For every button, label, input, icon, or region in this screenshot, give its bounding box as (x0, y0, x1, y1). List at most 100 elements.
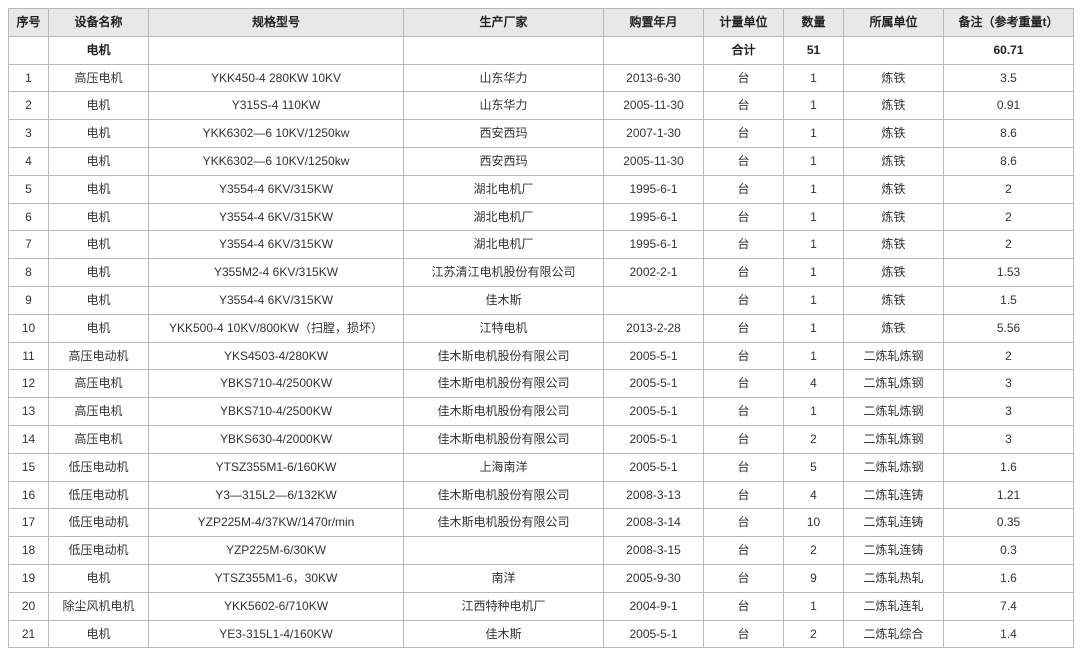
cell-name: 电机 (49, 92, 149, 120)
cell-idx: 14 (9, 425, 49, 453)
col-header-maker: 生产厂家 (404, 9, 604, 37)
cell-idx: 19 (9, 564, 49, 592)
cell-dept: 炼铁 (844, 175, 944, 203)
cell-spec: YKK5602-6/710KW (149, 592, 404, 620)
cell-spec: YBKS630-4/2000KW (149, 425, 404, 453)
cell-maker: 西安西玛 (404, 147, 604, 175)
cell-unit: 台 (704, 481, 784, 509)
cell-date: 2002-2-1 (604, 259, 704, 287)
cell-wt: 3.5 (944, 64, 1074, 92)
cell-idx: 18 (9, 537, 49, 565)
cell-dept: 二炼轧炼钢 (844, 425, 944, 453)
summary-wt: 60.71 (944, 36, 1074, 64)
cell-wt: 1.5 (944, 286, 1074, 314)
cell-wt: 1.53 (944, 259, 1074, 287)
cell-unit: 台 (704, 231, 784, 259)
table-row: 16低压电动机Y3—315L2—6/132KW佳木斯电机股份有限公司2008-3… (9, 481, 1074, 509)
table-row: 2电机Y315S-4 110KW山东华力2005-11-30台1炼铁0.91 (9, 92, 1074, 120)
summary-name: 电机 (49, 36, 149, 64)
summary-maker (404, 36, 604, 64)
cell-wt: 2 (944, 203, 1074, 231)
cell-qty: 4 (784, 370, 844, 398)
cell-dept: 二炼轧连铸 (844, 481, 944, 509)
cell-idx: 20 (9, 592, 49, 620)
summary-qty: 51 (784, 36, 844, 64)
table-row: 21电机YE3-315L1-4/160KW佳木斯2005-5-1台2二炼轧综合1… (9, 620, 1074, 648)
cell-maker: 佳木斯 (404, 286, 604, 314)
col-header-wt: 备注（参考重量t） (944, 9, 1074, 37)
cell-qty: 1 (784, 92, 844, 120)
cell-wt: 0.91 (944, 92, 1074, 120)
cell-maker: 江苏清江电机股份有限公司 (404, 259, 604, 287)
table-row: 9电机Y3554-4 6KV/315KW佳木斯台1炼铁1.5 (9, 286, 1074, 314)
cell-wt: 1.6 (944, 453, 1074, 481)
cell-spec: YKK6302—6 10KV/1250kw (149, 147, 404, 175)
cell-unit: 台 (704, 398, 784, 426)
cell-name: 电机 (49, 231, 149, 259)
cell-unit: 台 (704, 620, 784, 648)
table-header: 序号 设备名称 规格型号 生产厂家 购置年月 计量单位 数量 所属单位 备注（参… (9, 9, 1074, 37)
cell-idx: 2 (9, 92, 49, 120)
cell-date: 2005-5-1 (604, 453, 704, 481)
cell-unit: 台 (704, 64, 784, 92)
summary-idx (9, 36, 49, 64)
cell-maker: 南洋 (404, 564, 604, 592)
cell-qty: 1 (784, 342, 844, 370)
cell-name: 电机 (49, 203, 149, 231)
cell-idx: 1 (9, 64, 49, 92)
cell-spec: YZP225M-6/30KW (149, 537, 404, 565)
cell-idx: 8 (9, 259, 49, 287)
cell-unit: 台 (704, 147, 784, 175)
cell-maker: 佳木斯 (404, 620, 604, 648)
cell-wt: 2 (944, 342, 1074, 370)
table-row: 4电机YKK6302—6 10KV/1250kw西安西玛2005-11-30台1… (9, 147, 1074, 175)
cell-date (604, 286, 704, 314)
cell-idx: 9 (9, 286, 49, 314)
cell-date: 2005-5-1 (604, 342, 704, 370)
cell-maker (404, 537, 604, 565)
cell-dept: 二炼轧炼钢 (844, 370, 944, 398)
cell-idx: 17 (9, 509, 49, 537)
cell-name: 低压电动机 (49, 481, 149, 509)
table-row: 19电机YTSZ355M1-6，30KW南洋2005-9-30台9二炼轧热轧1.… (9, 564, 1074, 592)
cell-unit: 台 (704, 286, 784, 314)
cell-spec: YKK6302—6 10KV/1250kw (149, 120, 404, 148)
table-row: 13高压电机YBKS710-4/2500KW佳木斯电机股份有限公司2005-5-… (9, 398, 1074, 426)
cell-name: 低压电动机 (49, 509, 149, 537)
cell-date: 2013-6-30 (604, 64, 704, 92)
cell-qty: 1 (784, 259, 844, 287)
cell-wt: 5.56 (944, 314, 1074, 342)
col-header-idx: 序号 (9, 9, 49, 37)
cell-name: 电机 (49, 120, 149, 148)
cell-unit: 台 (704, 370, 784, 398)
cell-unit: 台 (704, 342, 784, 370)
cell-spec: YKK500-4 10KV/800KW（扫膛，损坏） (149, 314, 404, 342)
cell-spec: Y355M2-4 6KV/315KW (149, 259, 404, 287)
cell-date: 2005-11-30 (604, 147, 704, 175)
cell-name: 低压电动机 (49, 453, 149, 481)
cell-unit: 台 (704, 564, 784, 592)
cell-idx: 16 (9, 481, 49, 509)
cell-maker: 佳木斯电机股份有限公司 (404, 481, 604, 509)
cell-name: 高压电机 (49, 64, 149, 92)
cell-dept: 炼铁 (844, 120, 944, 148)
summary-date (604, 36, 704, 64)
cell-qty: 4 (784, 481, 844, 509)
cell-idx: 10 (9, 314, 49, 342)
cell-maker: 佳木斯电机股份有限公司 (404, 370, 604, 398)
cell-spec: Y3—315L2—6/132KW (149, 481, 404, 509)
cell-dept: 二炼轧炼钢 (844, 453, 944, 481)
table-row: 6电机Y3554-4 6KV/315KW湖北电机厂1995-6-1台1炼铁2 (9, 203, 1074, 231)
cell-date: 2005-5-1 (604, 620, 704, 648)
summary-unit: 合计 (704, 36, 784, 64)
cell-wt: 1.21 (944, 481, 1074, 509)
cell-qty: 2 (784, 537, 844, 565)
cell-wt: 8.6 (944, 120, 1074, 148)
cell-idx: 11 (9, 342, 49, 370)
cell-name: 电机 (49, 564, 149, 592)
equipment-table: 序号 设备名称 规格型号 生产厂家 购置年月 计量单位 数量 所属单位 备注（参… (8, 8, 1074, 648)
cell-qty: 1 (784, 398, 844, 426)
cell-spec: YBKS710-4/2500KW (149, 370, 404, 398)
cell-unit: 台 (704, 203, 784, 231)
col-header-dept: 所属单位 (844, 9, 944, 37)
